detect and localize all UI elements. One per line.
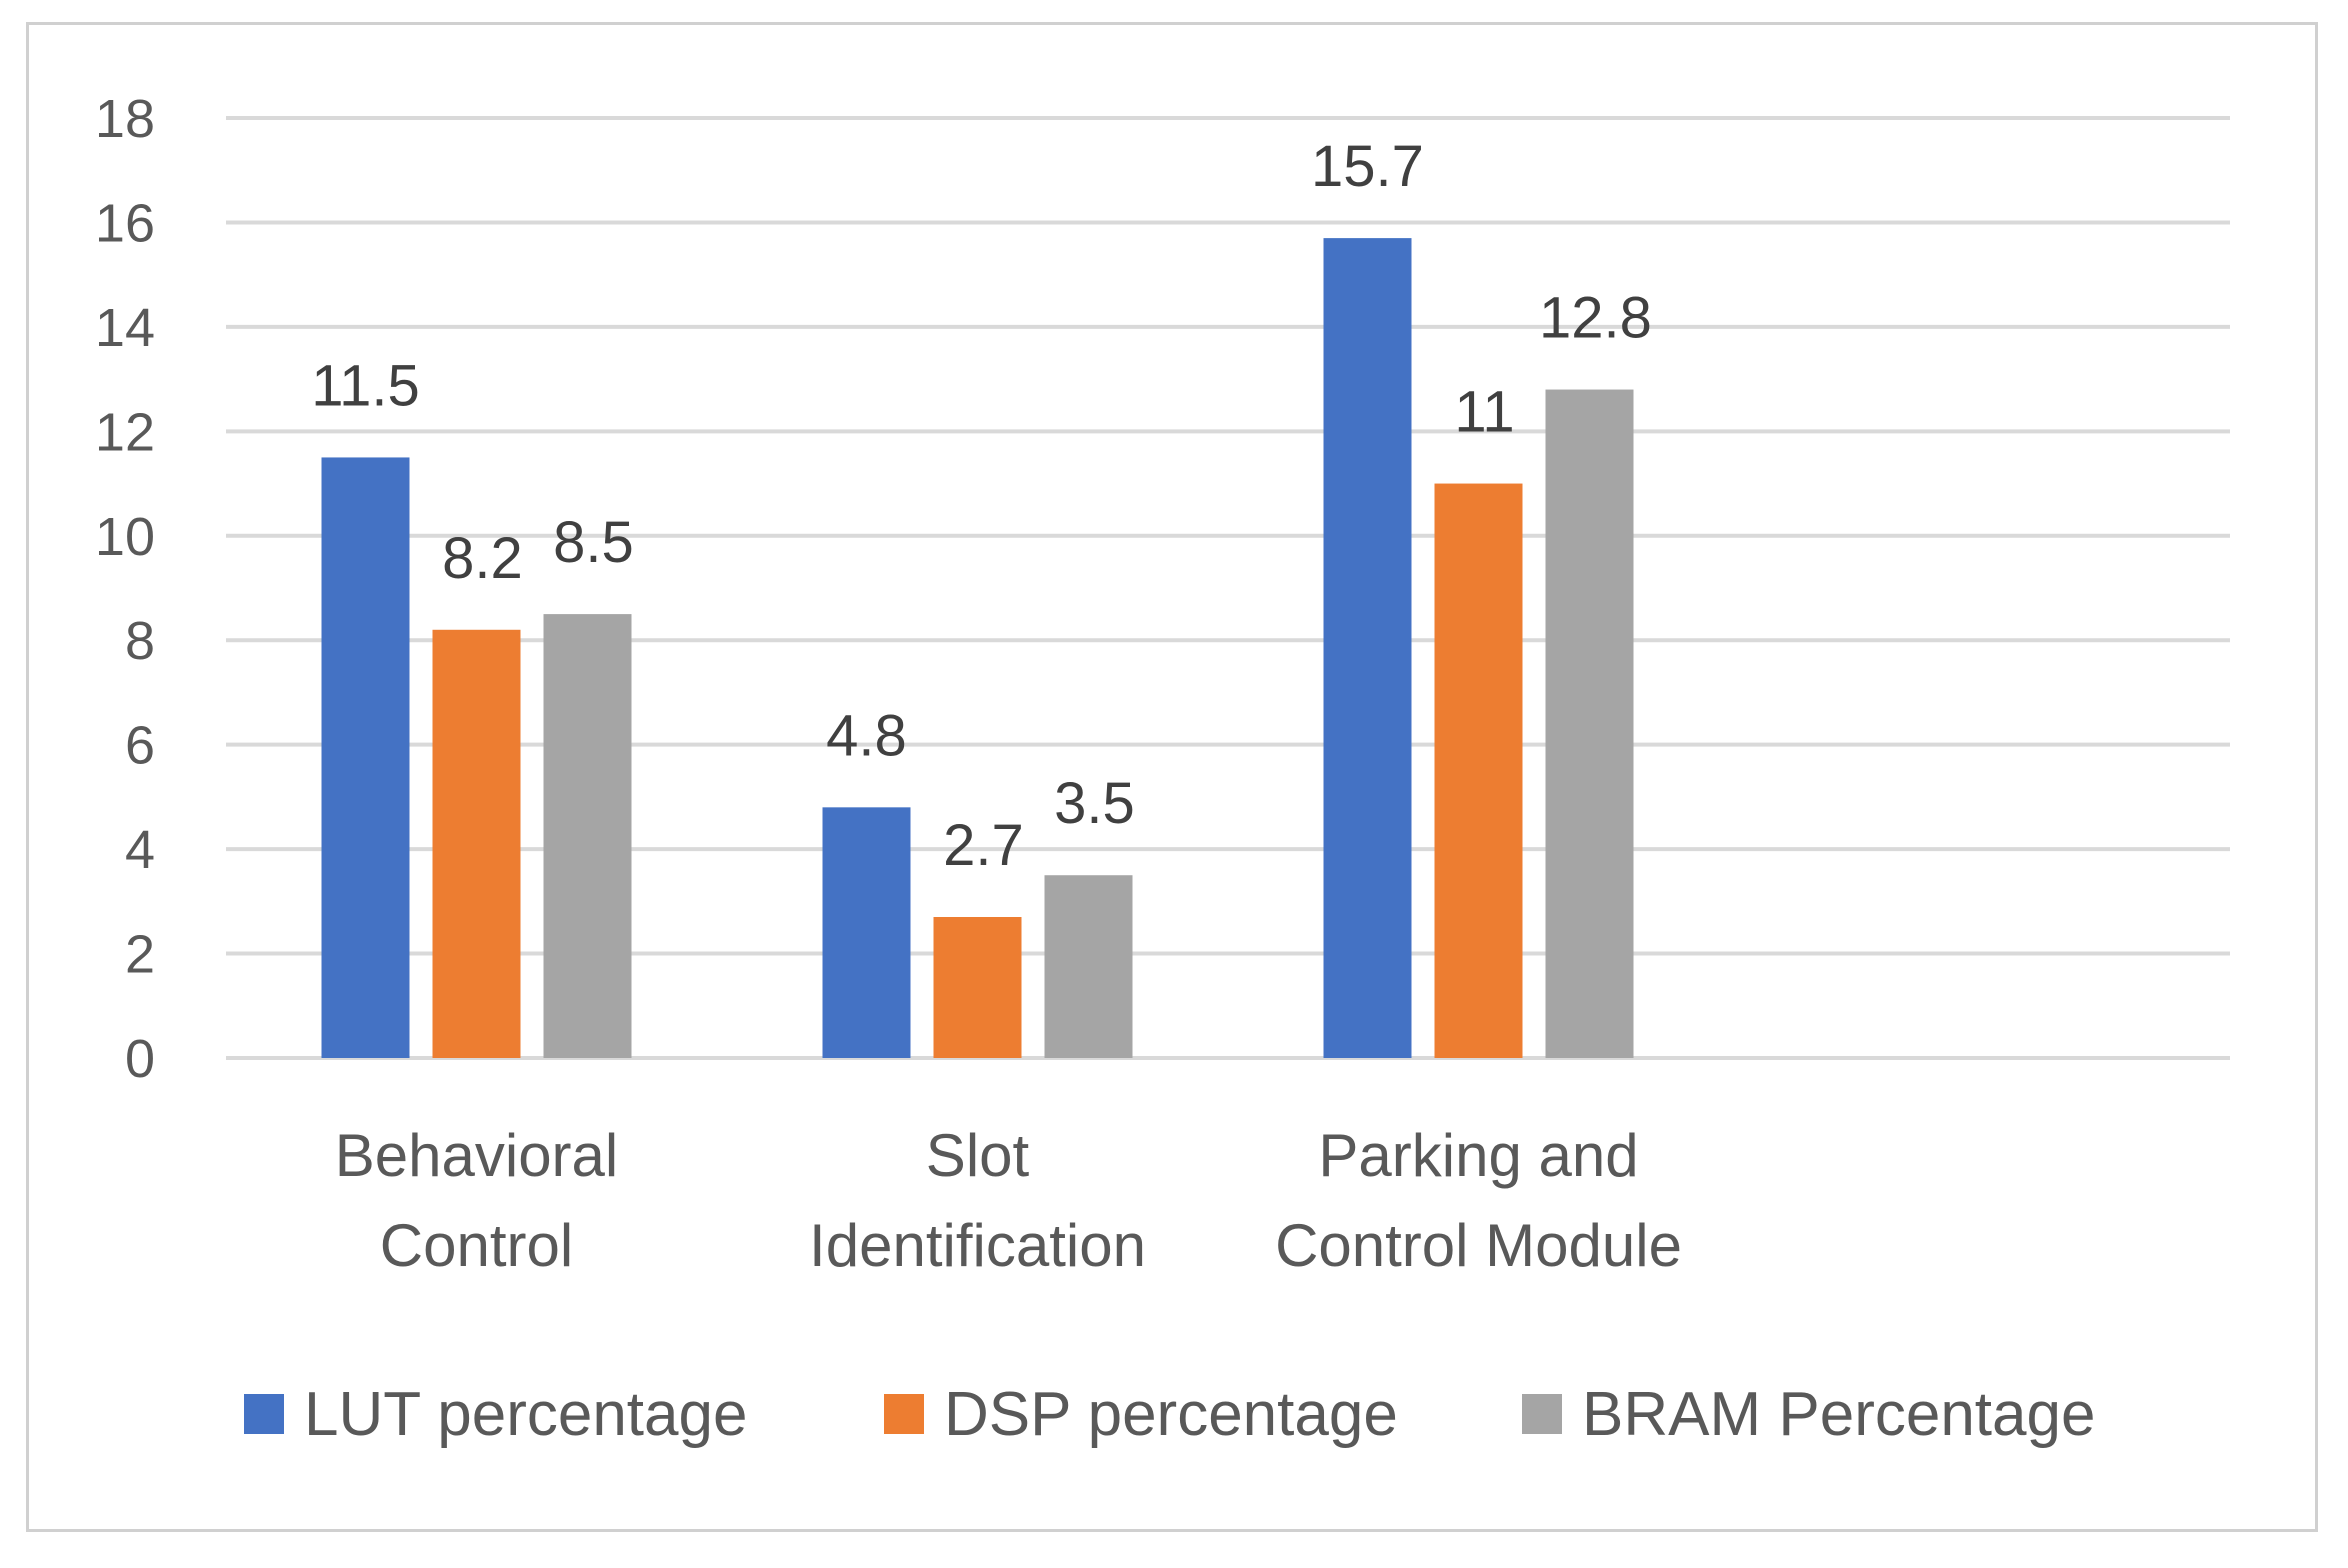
x-category-label: Slot	[926, 1122, 1030, 1189]
bar	[1323, 238, 1412, 1059]
y-tick-label: 12	[95, 402, 155, 462]
legend-swatch	[1522, 1394, 1562, 1434]
data-label: 11	[1454, 380, 1514, 445]
y-tick-label: 14	[95, 298, 155, 358]
legend-label: DSP percentage	[944, 1380, 1398, 1449]
gridlines	[226, 116, 2230, 1060]
data-label: 11.5	[311, 353, 420, 418]
data-labels: 11.5 8.2 8.5 4.8 2.7 3.5 15.7 11 12.8	[311, 134, 1652, 878]
y-tick-label: 10	[95, 507, 155, 567]
legend: LUT percentage DSP percentage BRAM Percent…	[244, 1380, 2095, 1449]
axis-labels: 0 2 4 6 8 10 12 14 16 18 Behavioral Control Slot Iden…	[95, 89, 1682, 1279]
legend-swatch	[244, 1394, 284, 1434]
x-category-label: Control Module	[1275, 1212, 1682, 1279]
bar	[933, 917, 1022, 1058]
data-label: 12.8	[1539, 286, 1652, 351]
bar	[1434, 483, 1523, 1058]
y-tick-label: 2	[125, 925, 155, 985]
y-tick-label: 18	[95, 89, 155, 149]
bar	[822, 807, 911, 1058]
y-tick-label: 6	[125, 716, 155, 776]
bar	[543, 614, 632, 1058]
legend-swatch	[884, 1394, 924, 1434]
x-category-label: Behavioral	[335, 1122, 619, 1189]
data-label: 15.7	[1311, 134, 1424, 199]
legend-label: BRAM Percentage	[1582, 1380, 2095, 1449]
data-label: 2.7	[943, 813, 1024, 878]
y-tick-label: 8	[125, 611, 155, 671]
legend-label: LUT percentage	[304, 1380, 747, 1449]
x-category-label: Parking and	[1318, 1122, 1638, 1189]
bars	[321, 238, 1634, 1059]
y-tick-label: 0	[125, 1029, 155, 1089]
bar	[432, 629, 521, 1058]
y-tick-label: 16	[95, 193, 155, 253]
bar	[1545, 389, 1634, 1058]
bar	[321, 457, 410, 1058]
data-label: 8.5	[553, 510, 634, 575]
data-label: 8.2	[442, 526, 523, 591]
bar	[1044, 875, 1133, 1058]
x-category-label: Identification	[809, 1212, 1146, 1279]
x-category-label: Control	[380, 1212, 573, 1279]
y-tick-label: 4	[125, 820, 155, 880]
data-label: 3.5	[1054, 771, 1135, 836]
data-label: 4.8	[826, 703, 907, 768]
